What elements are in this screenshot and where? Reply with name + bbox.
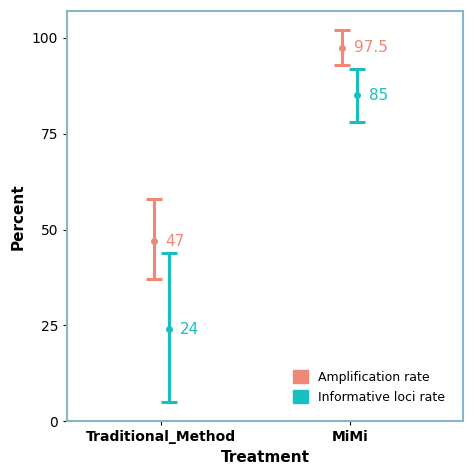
Text: 47: 47 [165,234,184,248]
X-axis label: Treatment: Treatment [220,450,310,465]
Text: 97.5: 97.5 [354,40,387,55]
Text: 24: 24 [180,322,200,337]
Legend: Amplification rate, Informative loci rate: Amplification rate, Informative loci rat… [288,365,450,409]
Text: 85: 85 [369,88,388,103]
Y-axis label: Percent: Percent [11,183,26,249]
